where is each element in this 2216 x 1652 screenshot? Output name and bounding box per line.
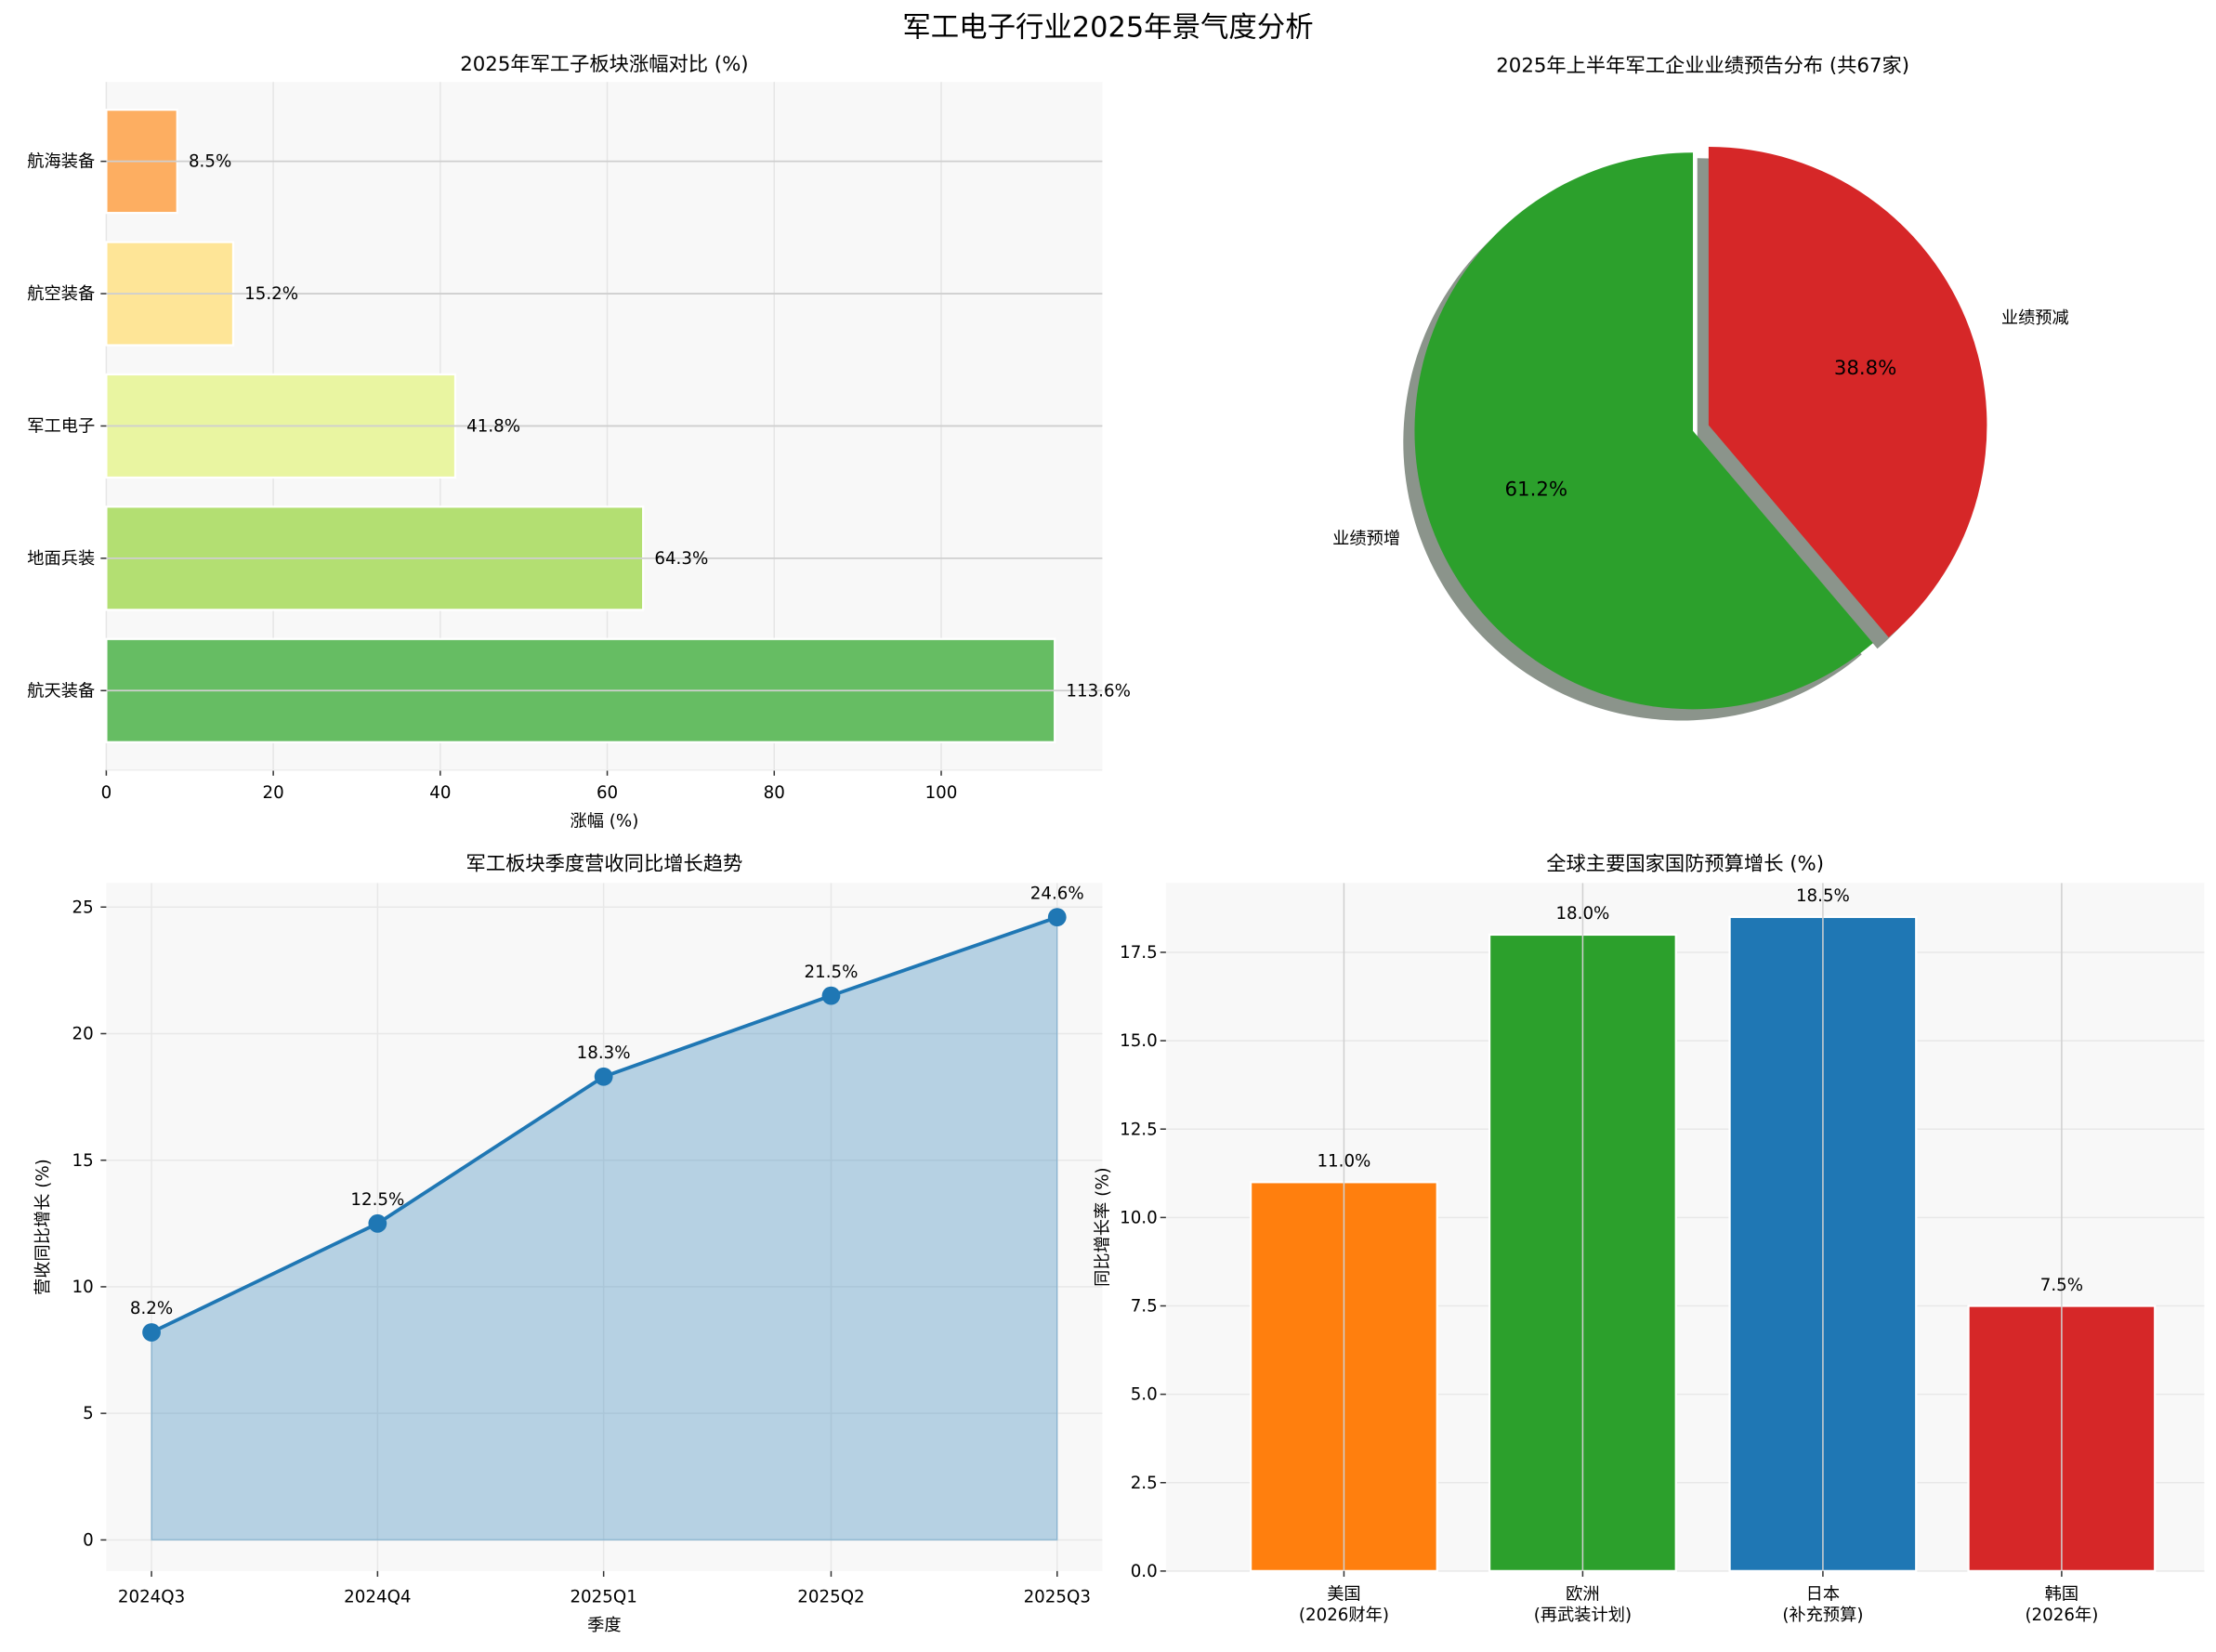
x-tick-label: 80	[764, 783, 785, 803]
slice-percent: 38.8%	[1834, 357, 1897, 380]
x-tick-label: 20	[263, 783, 284, 803]
x-tick-label: 2025Q3	[1024, 1587, 1091, 1606]
y-axis-label: 营收同比增长 (%)	[33, 1159, 53, 1295]
x-tick-label: 2024Q3	[118, 1587, 185, 1606]
x-axis-label: 季度	[587, 1616, 621, 1635]
pie-slice	[1708, 147, 1987, 637]
x-tick-sublabel: (2026年)	[2025, 1606, 2098, 1625]
data-label: 8.2%	[130, 1299, 173, 1318]
figure-suptitle: 军工电子行业2025年景气度分析	[902, 12, 1313, 45]
data-label: 11.0%	[1317, 1152, 1370, 1172]
sector-gain-chart: 2025年军工子板块涨幅对比 (%) 0 20 40 60 80 100 航天装备 113.6%…	[27, 53, 1131, 832]
data-label: 18.0%	[1555, 904, 1609, 924]
data-label: 21.5%	[804, 963, 858, 982]
data-label: 64.3%	[654, 549, 708, 569]
earnings-forecast-pie: 2025年上半年军工企业业绩预告分布 (共67家) 业绩预减 38.8% 业绩预增 61…	[1332, 55, 2069, 721]
x-tick-label: 日本	[1806, 1584, 1840, 1604]
x-tick-label: 欧洲	[1566, 1584, 1599, 1604]
data-label: 12.5%	[350, 1190, 404, 1210]
chart-title: 2025年上半年军工企业业绩预告分布 (共67家)	[1496, 55, 1909, 78]
data-label: 113.6%	[1066, 681, 1131, 701]
slice-label: 业绩预增	[1332, 529, 1400, 548]
defense-budget-chart: 全球主要国家国防预算增长 (%) 0.0 2.5 5.0 7.5 10.0 12.5 15.0…	[1094, 853, 2205, 1625]
y-axis-label: 同比增长率 (%)	[1094, 1167, 1113, 1287]
data-label: 24.6%	[1030, 884, 1084, 903]
y-tick-label: 5.0	[1131, 1385, 1158, 1405]
data-point	[594, 1067, 613, 1086]
x-tick-label: 2024Q4	[344, 1587, 411, 1606]
slice-percent: 61.2%	[1505, 478, 1568, 501]
data-point	[368, 1213, 387, 1233]
data-point	[1047, 908, 1067, 927]
y-tick-label: 5	[83, 1404, 94, 1423]
x-tick-label: 美国	[1327, 1584, 1360, 1604]
y-tick-label: 17.5	[1120, 943, 1158, 963]
chart-title: 全球主要国家国防预算增长 (%)	[1546, 853, 1824, 876]
x-tick-label: 2025Q2	[797, 1587, 864, 1606]
x-tick-sublabel: (补充预算)	[1782, 1606, 1863, 1625]
x-tick-sublabel: (2026财年)	[1299, 1606, 1389, 1625]
data-label: 41.8%	[466, 417, 520, 437]
plot-area	[106, 883, 1103, 1571]
quarterly-revenue-chart: 军工板块季度营收同比增长趋势 0 5 10 15 20 25 2024Q3 2024Q4 2025…	[33, 853, 1103, 1635]
y-tick-label: 7.5	[1131, 1297, 1158, 1317]
data-point	[821, 986, 841, 1005]
data-label: 7.5%	[2040, 1276, 2083, 1295]
y-tick-label: 15	[72, 1151, 94, 1171]
data-point	[142, 1323, 161, 1342]
y-tick-label: 12.5	[1120, 1120, 1158, 1139]
y-tick-label: 航天装备	[27, 681, 95, 701]
y-tick-label: 0.0	[1131, 1562, 1158, 1581]
x-axis-label: 涨幅 (%)	[570, 812, 638, 832]
y-tick-label: 25	[72, 898, 94, 917]
y-tick-label: 10.0	[1120, 1208, 1158, 1227]
x-tick-label: 0	[101, 783, 112, 803]
chart-title: 军工板块季度营收同比增长趋势	[466, 853, 743, 876]
x-tick-label: 60	[597, 783, 618, 803]
x-tick-label: 100	[925, 783, 958, 803]
x-tick-label: 韩国	[2045, 1584, 2078, 1604]
x-tick-label: 40	[429, 783, 451, 803]
y-tick-label: 0	[83, 1530, 94, 1550]
data-label: 8.5%	[189, 152, 231, 172]
y-tick-label: 航空装备	[27, 284, 95, 304]
x-tick-label: 2025Q1	[570, 1587, 636, 1606]
y-tick-label: 20	[72, 1025, 94, 1044]
y-tick-label: 10	[72, 1278, 94, 1297]
x-tick-sublabel: (再武装计划)	[1534, 1606, 1632, 1625]
pie-slice	[1414, 152, 1873, 710]
y-tick-label: 2.5	[1131, 1474, 1158, 1493]
chart-title: 2025年军工子板块涨幅对比 (%)	[460, 53, 748, 76]
data-label: 15.2%	[244, 284, 298, 304]
data-label: 18.3%	[577, 1043, 631, 1063]
y-tick-label: 军工电子	[27, 417, 95, 437]
data-label: 18.5%	[1796, 886, 1850, 906]
y-tick-label: 航海装备	[27, 152, 95, 172]
slice-label: 业绩预减	[2001, 308, 2069, 328]
y-tick-label: 15.0	[1120, 1031, 1158, 1051]
y-tick-label: 地面兵装	[27, 549, 95, 569]
